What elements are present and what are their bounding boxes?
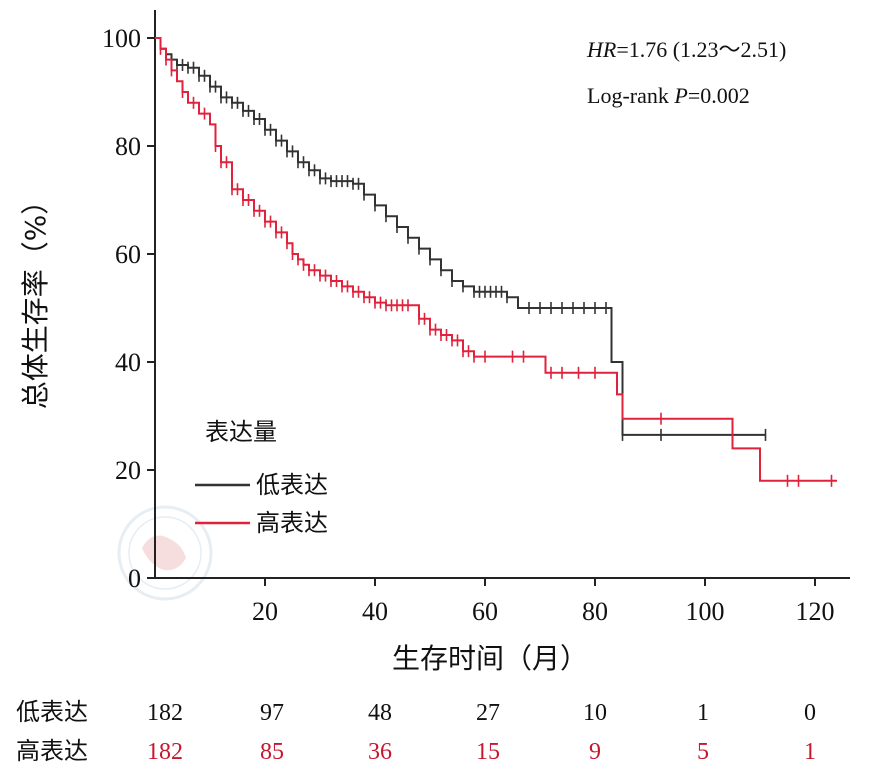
x-axis-ticks: 20 40 60 80 100 120 <box>252 578 835 626</box>
logrank-label: Log-rank <box>587 83 674 108</box>
watermark-seal <box>117 505 213 601</box>
y-axis-ticks: 0 20 40 60 80 100 <box>102 24 155 593</box>
risk-count: 10 <box>583 700 607 726</box>
x-tick-label: 120 <box>796 597 835 626</box>
legend-title: 表达量 <box>205 418 277 446</box>
legend-label-high: 高表达 <box>256 509 328 537</box>
risk-row-label-low: 低表达 <box>16 698 88 726</box>
x-tick-label: 100 <box>686 597 725 626</box>
logrank-annotation: Log-rank P=0.002 <box>587 83 750 108</box>
risk-count: 182 <box>147 739 183 765</box>
risk-count: 1 <box>697 700 709 726</box>
risk-count: 48 <box>368 700 392 726</box>
p-label: P <box>673 83 687 108</box>
y-tick-label: 100 <box>102 24 141 53</box>
survival-curves <box>155 37 837 487</box>
hr-value: =1.76 (1.23～2.51) <box>616 37 786 62</box>
y-tick-label: 80 <box>115 132 141 161</box>
x-axis-title: 生存时间（月） <box>392 642 588 675</box>
risk-count: 85 <box>260 739 284 765</box>
x-tick-label: 80 <box>582 597 608 626</box>
x-tick-label: 20 <box>252 597 278 626</box>
x-tick-label: 40 <box>362 597 388 626</box>
legend: 表达量 低表达 高表达 <box>195 418 328 537</box>
risk-row-label-high: 高表达 <box>16 737 88 765</box>
legend-label-low: 低表达 <box>256 471 328 499</box>
risk-count: 182 <box>147 700 183 726</box>
risk-count: 9 <box>589 739 601 765</box>
hr-label: HR <box>586 37 617 62</box>
risk-count: 27 <box>476 700 500 726</box>
hr-annotation: HR=1.76 (1.23～2.51) <box>586 37 786 62</box>
risk-count: 0 <box>804 700 816 726</box>
y-tick-label: 40 <box>115 348 141 377</box>
risk-count: 5 <box>697 739 709 765</box>
y-tick-label: 0 <box>128 564 141 593</box>
p-value: =0.002 <box>688 83 750 108</box>
risk-count: 1 <box>804 739 816 765</box>
x-tick-label: 60 <box>472 597 498 626</box>
risk-count: 97 <box>260 700 284 726</box>
risk-count: 36 <box>368 739 392 765</box>
y-tick-label: 60 <box>115 240 141 269</box>
y-tick-label: 20 <box>115 456 141 485</box>
y-axis-title: 总体生存率（%） <box>19 187 52 410</box>
risk-count: 15 <box>476 739 500 765</box>
